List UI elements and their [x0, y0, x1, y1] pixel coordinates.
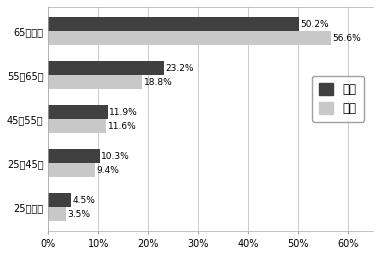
Text: 23.2%: 23.2% [166, 64, 194, 73]
Bar [48, 105, 108, 119]
Bar [48, 193, 71, 207]
Text: 56.6%: 56.6% [332, 34, 361, 43]
Text: 3.5%: 3.5% [67, 210, 90, 219]
Bar [48, 119, 106, 133]
Bar [48, 17, 299, 31]
Text: 18.8%: 18.8% [144, 78, 173, 87]
Bar [48, 31, 331, 45]
Legend: 男性, 女性: 男性, 女性 [312, 76, 364, 122]
Bar [48, 207, 66, 221]
Text: 11.9%: 11.9% [109, 108, 138, 117]
Bar [48, 61, 164, 75]
Bar [48, 75, 142, 89]
Text: 11.6%: 11.6% [108, 122, 137, 131]
Text: 4.5%: 4.5% [73, 196, 95, 205]
Bar [48, 149, 100, 163]
Text: 50.2%: 50.2% [301, 20, 329, 29]
Bar [48, 163, 95, 177]
Text: 9.4%: 9.4% [97, 166, 120, 175]
Text: 10.3%: 10.3% [101, 152, 130, 161]
